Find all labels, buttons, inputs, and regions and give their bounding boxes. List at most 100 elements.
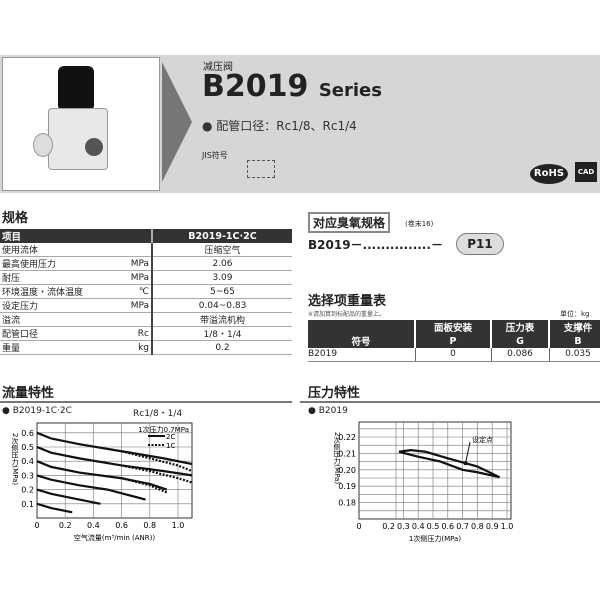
y-tick-label: 0.3	[21, 471, 34, 480]
y-tick-label: 0.5	[21, 443, 34, 452]
spec-value: 2.06	[152, 256, 292, 271]
port-size: ● 配管口径：Rc1/8、Rc1/4	[202, 119, 357, 133]
options-header-cell: G	[491, 334, 550, 348]
series-line	[36, 502, 73, 514]
pressure-model: B2019	[318, 406, 348, 416]
legend-2c-label: 2C	[166, 433, 175, 441]
y-tick-label: 0.20	[338, 466, 356, 475]
jis-symbol-icon	[247, 160, 275, 178]
x-tick-label: 0.9	[486, 522, 499, 531]
options-unit: 单位：kg	[560, 310, 590, 318]
model-name: B2019	[202, 69, 309, 104]
jis-label: JIS符号	[202, 151, 228, 160]
spec-value: 3.09	[152, 270, 292, 285]
ozone-code-prefix: B2019－	[308, 238, 363, 252]
x-tick-label: 0.8	[471, 522, 484, 531]
options-header-cell: 符号	[308, 334, 416, 348]
series-line	[36, 488, 101, 505]
set-point-marker	[463, 461, 468, 466]
x-axis-label: 空气流量(m³/min (ANR))	[74, 533, 155, 542]
spec-table: 项目 B2019-1C·2C 使用流体 压缩空气 最高使用压力 MPa 2.06 耐压 MPa…	[0, 229, 292, 355]
options-header-cell: B	[549, 334, 600, 348]
flow-subtitle: ● B2019-1C·2C	[2, 406, 72, 416]
spec-unit: Rc	[119, 326, 153, 341]
pressure-title: 压力特性	[308, 386, 361, 401]
spec-row: 最高使用压力 MPa 2.06	[0, 256, 292, 271]
spec-unit: ℃	[119, 284, 153, 299]
options-table: 面板安装 压力表 支撑件 符号 P G B B2019 0 0.086 0.035	[308, 320, 600, 362]
spec-unit: kg	[119, 340, 153, 355]
series-line	[36, 431, 193, 466]
flow-port: Rc1/8・1/4	[133, 409, 183, 419]
flow-divider	[0, 401, 292, 403]
options-cell: B2019	[308, 348, 416, 362]
spec-title: 规格	[2, 211, 29, 226]
series-label: Series	[318, 80, 382, 101]
spec-label: 使用流体	[0, 243, 120, 257]
x-tick-label: 0.8	[143, 521, 156, 530]
ozone-code-dash: －	[430, 238, 443, 252]
spec-label: 重量	[0, 340, 120, 355]
ozone-title: 对应臭氧规格	[308, 212, 391, 233]
x-tick-label: 0.2	[59, 521, 72, 530]
spec-unit: MPa	[119, 298, 153, 313]
spec-value: 0.04~0.83	[152, 298, 292, 313]
spec-row: 溢流 带溢流机构	[0, 312, 292, 327]
set-point-label: 设定点	[472, 435, 493, 444]
x-tick-label: 1.0	[501, 522, 514, 531]
y-tick-label: 0.4	[21, 457, 34, 466]
x-tick-label: 0.2	[382, 522, 395, 531]
flow-annotation: 1次压力0.7MPa	[138, 425, 189, 434]
arrow-decoration	[162, 62, 192, 182]
spec-head-model: B2019-1C·2C	[152, 229, 292, 243]
series-line	[121, 477, 168, 494]
series-line	[121, 464, 193, 484]
spec-label: 溢流	[0, 312, 120, 327]
spec-unit	[119, 312, 153, 327]
series-line	[36, 474, 146, 501]
spec-label: 环境温度・流体温度	[0, 284, 120, 299]
product-photo	[2, 57, 160, 191]
options-header-cell: 面板安装	[415, 320, 493, 334]
options-header-cell: 压力表	[491, 320, 550, 334]
options-cell: 0.035	[549, 348, 600, 362]
spec-head-item: 项目	[0, 229, 153, 243]
spec-row: 环境温度・流体温度 ℃ 5~65	[0, 284, 292, 299]
spec-row: 使用流体 压缩空气	[0, 243, 292, 257]
spec-unit	[119, 243, 153, 257]
x-tick-label: 0.7	[456, 522, 469, 531]
x-tick-label: 0.4	[87, 521, 100, 530]
spec-value: 带溢流机构	[152, 312, 292, 327]
spec-unit: MPa	[119, 256, 153, 271]
page-title: B2019 Series	[202, 70, 382, 108]
x-tick-label: 0.4	[412, 522, 425, 531]
spec-row: 重量 kg 0.2	[0, 340, 292, 355]
y-tick-label: 0.18	[338, 499, 356, 508]
spec-value: 1/8・1/4	[152, 326, 292, 341]
x-tick-label: 1.0	[172, 521, 185, 530]
pressure-subtitle: ● B2019	[308, 406, 348, 416]
ozone-suffix-pill: P11	[456, 233, 504, 255]
spec-value: 0.2	[152, 340, 292, 355]
category-label: 减压阀	[203, 62, 233, 73]
series-line	[121, 450, 193, 473]
y-axis-label: 2次侧压力(MPa)	[333, 432, 341, 484]
y-tick-label: 0.6	[21, 429, 34, 438]
y-tick-label: 0.22	[338, 433, 356, 442]
ozone-ref: (卷末16)	[405, 220, 434, 228]
series-line	[398, 450, 500, 479]
flow-model: B2019-1C·2C	[12, 406, 72, 416]
options-cell: 0.086	[491, 348, 550, 362]
y-tick-label: 0.1	[21, 500, 34, 509]
spec-row: 设定压力 MPa 0.04~0.83	[0, 298, 292, 313]
options-header-cell: 支撑件	[549, 320, 600, 334]
x-tick-label: 0	[356, 522, 361, 531]
options-note: ※请加算到标配品的重量上。	[308, 311, 386, 318]
spec-value: 压缩空气	[152, 243, 292, 257]
spec-row: 耐压 MPa 3.09	[0, 270, 292, 285]
ozone-code-dots: ...............	[362, 238, 431, 252]
legend-1c-label: 1C	[166, 442, 175, 450]
options-row: B2019 0 0.086 0.035	[308, 348, 600, 362]
spec-label: 配管口径	[0, 326, 120, 341]
